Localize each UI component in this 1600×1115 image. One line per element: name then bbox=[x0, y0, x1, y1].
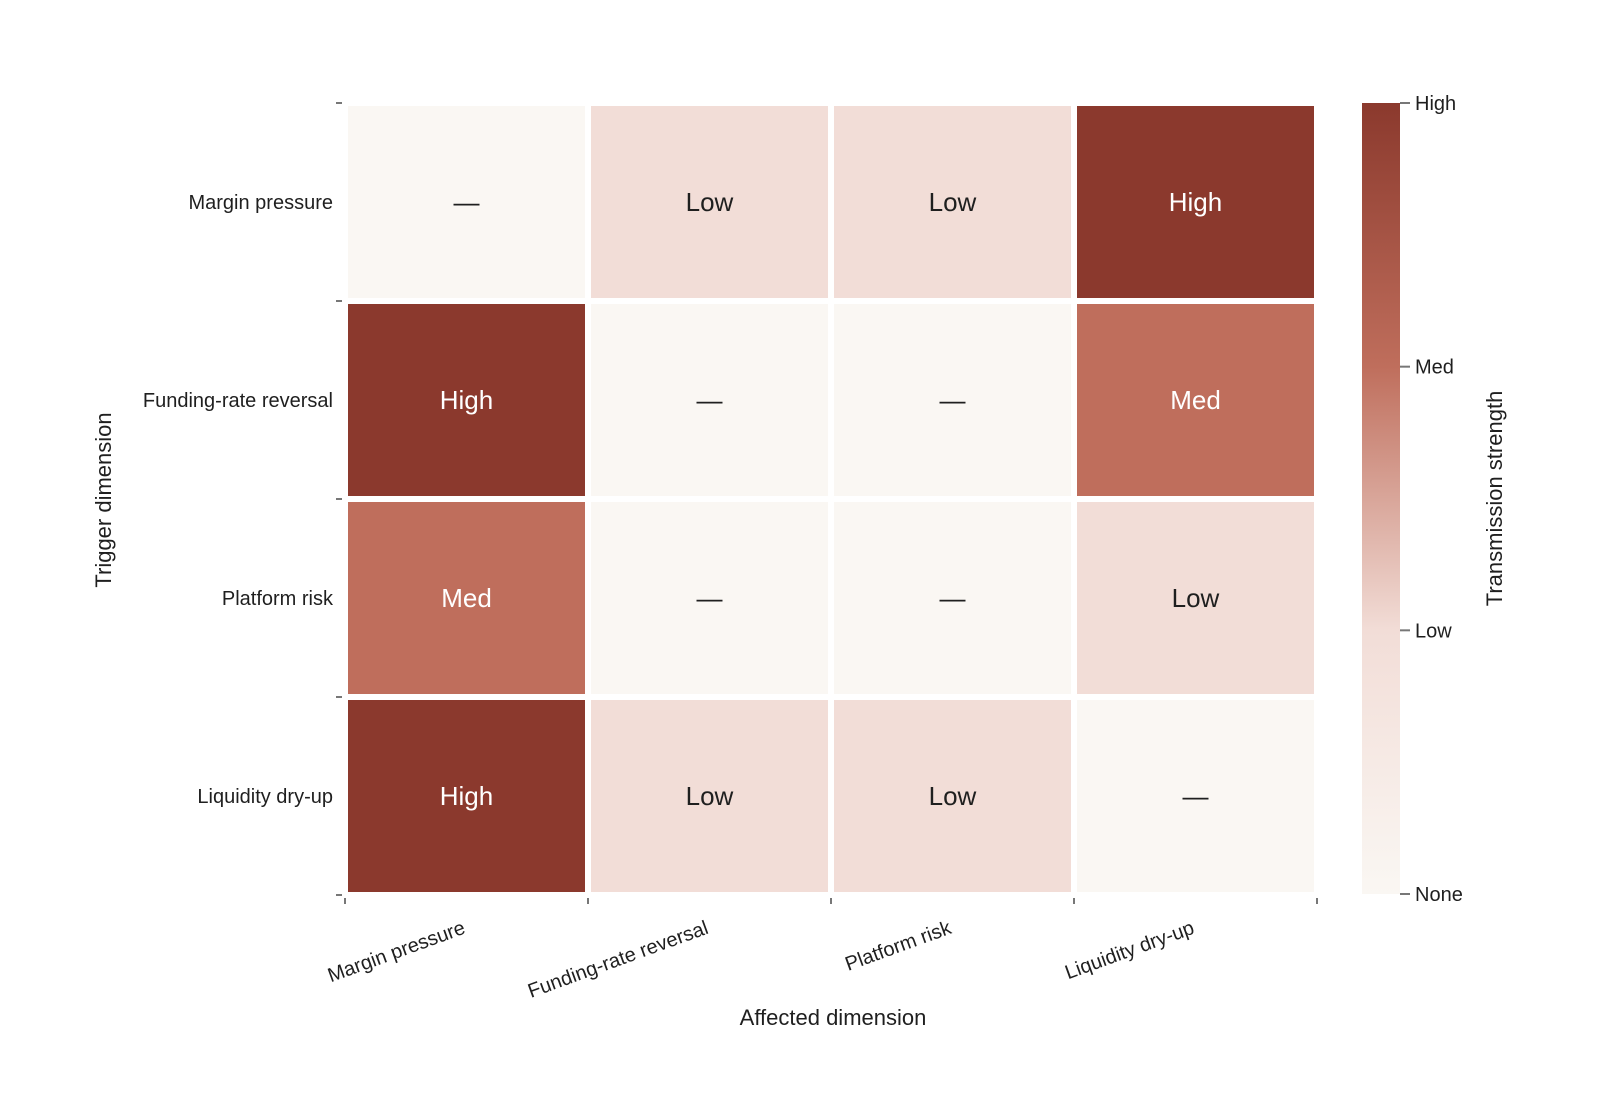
colorbar-tick-label: None bbox=[1415, 884, 1463, 906]
cell-label-r3-c0: High bbox=[440, 781, 493, 811]
heatmap-cell-r3-c1 bbox=[591, 700, 828, 892]
heatmap-cells: — Low Low High High — — Med Med — — Low High Low Low — bbox=[348, 106, 1314, 892]
heatmap-cell-r0-c1 bbox=[591, 106, 828, 298]
colorbar-tick-label: High bbox=[1415, 93, 1456, 115]
heatmap-cell-r3-c3 bbox=[1077, 700, 1314, 892]
cell-label-r1-c3: Med bbox=[1170, 385, 1221, 415]
y-tick-label: Margin pressure bbox=[188, 192, 333, 214]
heatmap-cell-r2-c2 bbox=[834, 502, 1071, 694]
cell-label-r2-c3: Low bbox=[1172, 583, 1220, 613]
colorbar: None Low Med High Transmission strength bbox=[1362, 93, 1507, 906]
y-axis-title: Trigger dimension bbox=[91, 412, 116, 587]
heatmap-cell-r2-c0 bbox=[348, 502, 585, 694]
heatmap-cell-r0-c3 bbox=[1077, 106, 1314, 298]
cell-label-r0-c3: High bbox=[1169, 187, 1222, 217]
x-tick-label: Liquidity dry-up bbox=[1062, 917, 1197, 984]
x-axis-title: Affected dimension bbox=[740, 1005, 927, 1030]
cell-label-r3-c1: Low bbox=[686, 781, 734, 811]
colorbar-title: Transmission strength bbox=[1482, 391, 1507, 607]
heatmap-cell-r1-c2 bbox=[834, 304, 1071, 496]
y-tick-label: Liquidity dry-up bbox=[197, 786, 333, 808]
cell-label-r3-c3: — bbox=[1183, 781, 1209, 811]
heatmap-cell-r3-c2 bbox=[834, 700, 1071, 892]
cell-label-r3-c2: Low bbox=[929, 781, 977, 811]
heatmap-cell-r2-c1 bbox=[591, 502, 828, 694]
colorbar-tick-label: Low bbox=[1415, 620, 1452, 642]
cell-label-r0-c1: Low bbox=[686, 187, 734, 217]
heatmap-cell-r1-c0 bbox=[348, 304, 585, 496]
x-tick-label: Funding-rate reversal bbox=[525, 917, 711, 1003]
cell-label-r2-c2: — bbox=[940, 583, 966, 613]
cell-label-r1-c2: — bbox=[940, 385, 966, 415]
cell-label-r0-c0: — bbox=[454, 187, 480, 217]
cell-label-r2-c1: — bbox=[697, 583, 723, 613]
cell-label-r1-c0: High bbox=[440, 385, 493, 415]
heatmap-cell-r1-c3 bbox=[1077, 304, 1314, 496]
x-tick-label: Margin pressure bbox=[325, 917, 468, 987]
heatmap-cell-r0-c2 bbox=[834, 106, 1071, 298]
x-tick-label: Platform risk bbox=[842, 917, 955, 976]
y-tick-label: Funding-rate reversal bbox=[143, 390, 333, 412]
heatmap-cell-r3-c0 bbox=[348, 700, 585, 892]
colorbar-tick-label: Med bbox=[1415, 357, 1454, 379]
colorbar-gradient bbox=[1362, 103, 1400, 894]
heatmap-cell-r0-c0 bbox=[348, 106, 585, 298]
cell-label-r1-c1: — bbox=[697, 385, 723, 415]
heatmap-cell-r1-c1 bbox=[591, 304, 828, 496]
cell-label-r2-c0: Med bbox=[441, 583, 492, 613]
y-tick-label: Platform risk bbox=[222, 588, 334, 610]
heatmap-cell-r2-c3 bbox=[1077, 502, 1314, 694]
cell-label-r0-c2: Low bbox=[929, 187, 977, 217]
